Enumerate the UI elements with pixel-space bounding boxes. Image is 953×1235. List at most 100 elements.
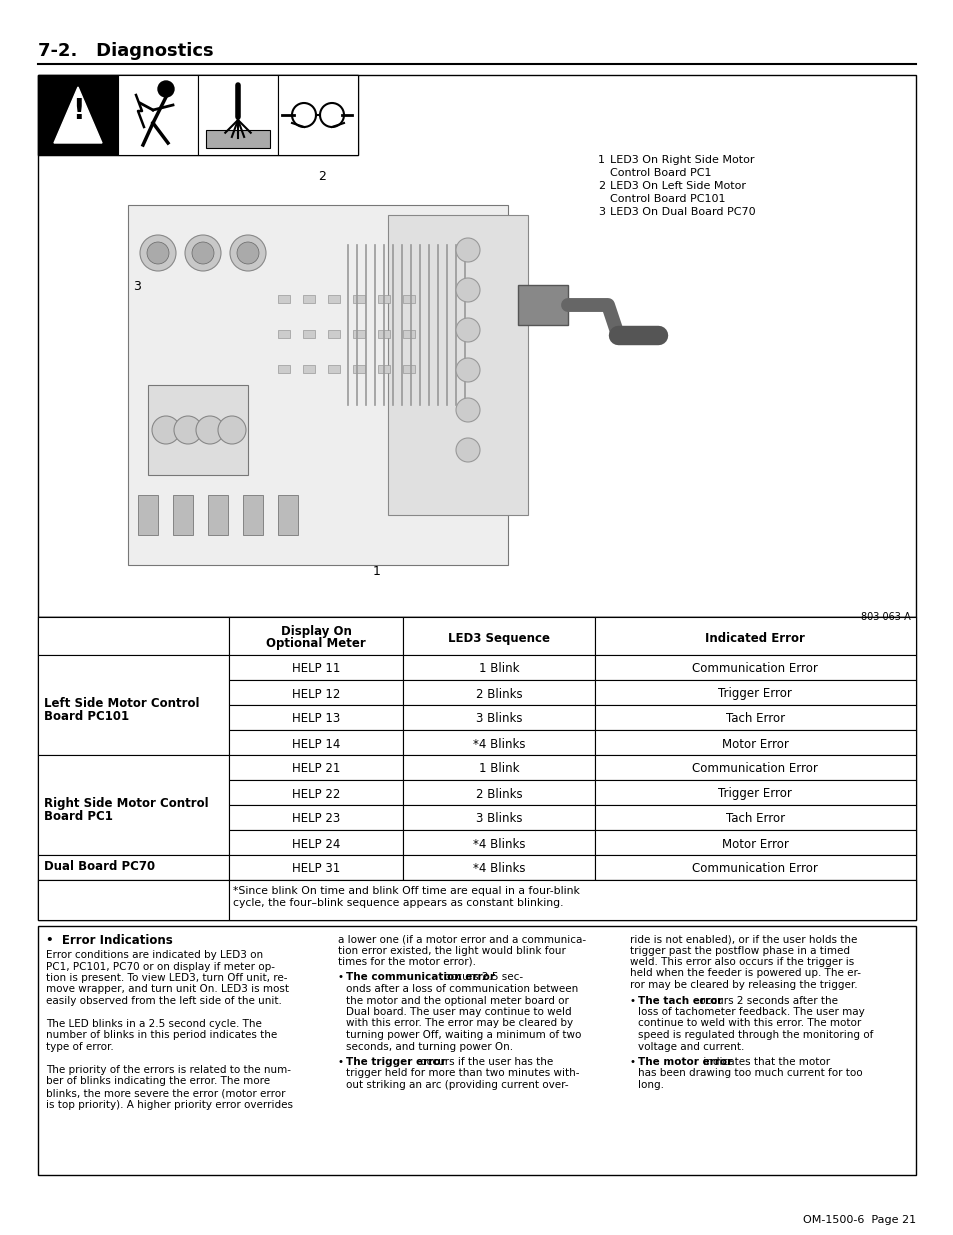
Text: number of blinks in this period indicates the: number of blinks in this period indicate… — [46, 1030, 277, 1041]
Text: with this error. The error may be cleared by: with this error. The error may be cleare… — [346, 1019, 573, 1029]
Bar — [38, 75, 118, 156]
Text: HELP 24: HELP 24 — [292, 837, 340, 851]
Bar — [594, 830, 915, 855]
Text: ride is not enabled), or if the user holds the: ride is not enabled), or if the user hol… — [629, 934, 857, 944]
Bar — [402, 330, 415, 338]
Bar — [594, 655, 915, 680]
Text: Indicated Error: Indicated Error — [704, 632, 804, 645]
Bar — [594, 618, 915, 655]
Bar — [229, 755, 403, 781]
Text: 803 063-A: 803 063-A — [861, 613, 910, 622]
Text: cycle, the four–blink sequence appears as constant blinking.: cycle, the four–blink sequence appears a… — [233, 898, 563, 908]
Bar — [229, 655, 403, 680]
Circle shape — [192, 242, 213, 264]
Bar — [403, 830, 594, 855]
Text: HELP 23: HELP 23 — [292, 813, 340, 825]
Text: trigger held for more than two minutes with-: trigger held for more than two minutes w… — [346, 1068, 578, 1078]
Circle shape — [456, 278, 479, 303]
Bar — [403, 805, 594, 830]
Text: OM-1500-6  Page 21: OM-1500-6 Page 21 — [802, 1215, 915, 1225]
Text: ror may be cleared by releasing the trigger.: ror may be cleared by releasing the trig… — [629, 981, 857, 990]
Bar — [388, 215, 527, 515]
Text: •: • — [337, 1057, 344, 1067]
Bar — [206, 130, 270, 148]
Text: 3 Blinks: 3 Blinks — [476, 713, 521, 725]
Circle shape — [185, 235, 221, 270]
Text: Communication Error: Communication Error — [692, 762, 818, 776]
Circle shape — [456, 438, 479, 462]
Bar — [118, 75, 198, 156]
Bar — [403, 680, 594, 705]
Text: Trigger Error: Trigger Error — [718, 688, 791, 700]
Text: PC1, PC101, PC70 or on display if meter op-: PC1, PC101, PC70 or on display if meter … — [46, 962, 274, 972]
Text: HELP 14: HELP 14 — [292, 737, 340, 751]
Text: held when the feeder is powered up. The er-: held when the feeder is powered up. The … — [629, 968, 861, 978]
Text: Dual board. The user may continue to weld: Dual board. The user may continue to wel… — [346, 1007, 571, 1016]
Circle shape — [456, 238, 479, 262]
Text: a lower one (if a motor error and a communica-: a lower one (if a motor error and a comm… — [337, 934, 585, 944]
Bar — [377, 330, 390, 338]
Text: 2: 2 — [317, 170, 326, 183]
Text: HELP 31: HELP 31 — [292, 862, 340, 876]
Bar — [128, 205, 507, 564]
Text: *4 Blinks: *4 Blinks — [472, 737, 525, 751]
Text: The priority of the errors is related to the num-: The priority of the errors is related to… — [46, 1065, 291, 1074]
Bar — [328, 295, 339, 303]
Text: HELP 13: HELP 13 — [292, 713, 340, 725]
Text: LED3 On Right Side Motor: LED3 On Right Side Motor — [609, 156, 754, 165]
Bar — [303, 295, 314, 303]
Bar — [208, 495, 228, 535]
Bar — [517, 285, 567, 325]
Bar — [328, 366, 339, 373]
Text: 1: 1 — [598, 156, 604, 165]
Text: HELP 22: HELP 22 — [292, 788, 340, 800]
Text: occurs 2.5 sec-: occurs 2.5 sec- — [441, 972, 523, 983]
Text: voltage and current.: voltage and current. — [638, 1041, 743, 1051]
Text: 1: 1 — [373, 564, 380, 578]
Bar — [594, 805, 915, 830]
Text: 2: 2 — [598, 182, 604, 191]
Circle shape — [236, 242, 258, 264]
Text: move wrapper, and turn unit On. LED3 is most: move wrapper, and turn unit On. LED3 is … — [46, 984, 289, 994]
Bar — [403, 655, 594, 680]
Bar — [353, 330, 365, 338]
Text: Error conditions are indicated by LED3 on: Error conditions are indicated by LED3 o… — [46, 950, 263, 960]
Text: HELP 21: HELP 21 — [292, 762, 340, 776]
Bar — [594, 680, 915, 705]
Text: occurs if the user has the: occurs if the user has the — [416, 1057, 552, 1067]
Text: LED3 On Dual Board PC70: LED3 On Dual Board PC70 — [609, 207, 755, 217]
Bar — [229, 781, 403, 805]
Text: turning power Off, waiting a minimum of two: turning power Off, waiting a minimum of … — [346, 1030, 580, 1040]
Text: Left Side Motor Control: Left Side Motor Control — [44, 697, 199, 710]
Bar — [229, 618, 403, 655]
Text: seconds, and turning power On.: seconds, and turning power On. — [346, 1041, 513, 1051]
Text: easily observed from the left side of the unit.: easily observed from the left side of th… — [46, 995, 281, 1007]
Text: occurs 2 seconds after the: occurs 2 seconds after the — [696, 995, 838, 1005]
Bar — [229, 881, 915, 920]
Bar — [594, 755, 915, 781]
Bar — [403, 855, 594, 881]
Circle shape — [218, 416, 246, 445]
Bar — [38, 755, 229, 855]
Bar — [38, 655, 229, 755]
Bar — [229, 855, 403, 881]
Text: the motor and the optional meter board or: the motor and the optional meter board o… — [346, 995, 568, 1005]
Bar — [38, 618, 915, 920]
Bar — [38, 855, 229, 881]
Bar — [594, 730, 915, 755]
Text: Dual Board PC70: Dual Board PC70 — [44, 860, 155, 872]
Bar — [38, 618, 229, 655]
Text: Tach Error: Tach Error — [725, 713, 784, 725]
Bar — [229, 705, 403, 730]
Text: type of error.: type of error. — [46, 1042, 113, 1052]
Bar — [277, 366, 290, 373]
Circle shape — [173, 416, 202, 445]
Bar — [402, 295, 415, 303]
Text: The trigger error: The trigger error — [346, 1057, 445, 1067]
Bar — [148, 385, 248, 475]
Circle shape — [195, 416, 224, 445]
Text: Communication Error: Communication Error — [692, 862, 818, 876]
Text: •: • — [629, 1057, 636, 1067]
Text: has been drawing too much current for too: has been drawing too much current for to… — [638, 1068, 862, 1078]
Text: *4 Blinks: *4 Blinks — [472, 862, 525, 876]
